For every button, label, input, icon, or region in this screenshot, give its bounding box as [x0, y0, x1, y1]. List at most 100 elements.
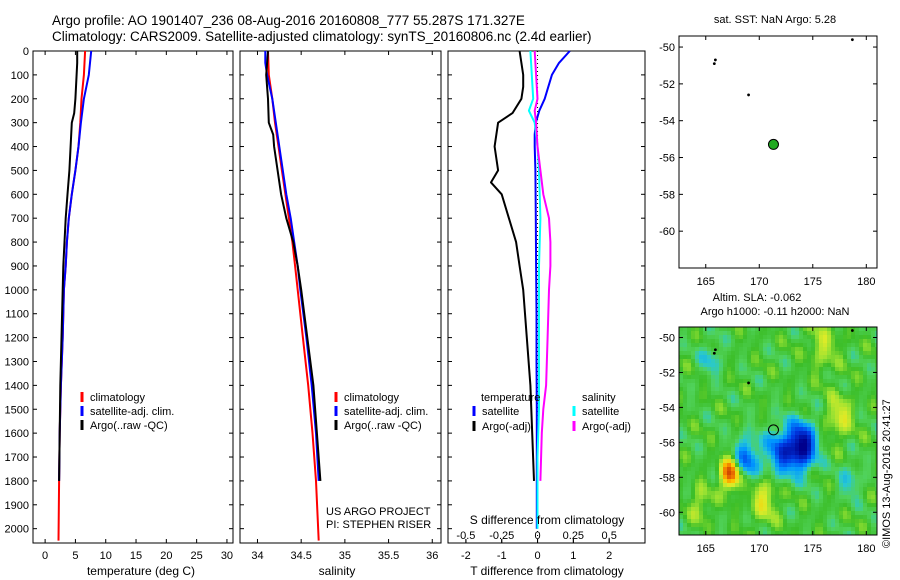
sla-heatmap-cell	[683, 399, 687, 403]
sla-heatmap-cell	[743, 459, 747, 463]
sla-heatmap-cell	[695, 375, 699, 379]
sla-heatmap-cell	[719, 495, 723, 499]
sla-heatmap-cell	[827, 347, 831, 351]
sla-heatmap-cell	[691, 403, 695, 407]
sla-heatmap-cell	[827, 531, 831, 535]
sla-heatmap-cell	[807, 347, 811, 351]
sla-heatmap-cell	[683, 515, 687, 519]
sla-heatmap-cell	[851, 455, 855, 459]
sla-heatmap-cell	[831, 391, 835, 395]
sla-heatmap-cell	[683, 523, 687, 527]
sla-heatmap-cell	[831, 483, 835, 487]
sla-heatmap-cell	[771, 531, 775, 535]
sla-heatmap-cell	[847, 415, 851, 419]
sla-heatmap-cell	[867, 399, 871, 403]
sla-heatmap-cell	[823, 515, 827, 519]
sla-heatmap-cell	[855, 407, 859, 411]
sla-heatmap-cell	[827, 431, 831, 435]
sla-heatmap-cell	[747, 483, 751, 487]
sla-heatmap-cell	[823, 331, 827, 335]
sla-heatmap-cell	[747, 487, 751, 491]
sla-heatmap-cell	[775, 415, 779, 419]
sla-heatmap-cell	[835, 415, 839, 419]
sla-heatmap-cell	[839, 339, 843, 343]
sla-heatmap-cell	[743, 463, 747, 467]
sla-heatmap-cell	[687, 403, 691, 407]
sla-heatmap-cell	[875, 359, 877, 363]
sst-map-lon-label: 180	[857, 276, 875, 288]
sla-heatmap-cell	[799, 355, 803, 359]
sla-heatmap-cell	[815, 403, 819, 407]
sla-heatmap-cell	[759, 347, 763, 351]
sla-heatmap-cell	[719, 395, 723, 399]
sla-heatmap-cell	[839, 495, 843, 499]
sla-heatmap-cell	[867, 375, 871, 379]
sla-heatmap-cell	[791, 447, 795, 451]
sla-heatmap-cell	[683, 351, 687, 355]
sla-heatmap-cell	[743, 355, 747, 359]
sla-heatmap-cell	[799, 371, 803, 375]
sla-heatmap-cell	[687, 467, 691, 471]
sla-heatmap-cell	[711, 527, 715, 531]
sla-heatmap-cell	[679, 419, 683, 423]
sla-heatmap-cell	[683, 435, 687, 439]
sla-heatmap-cell	[803, 327, 807, 331]
sla-heatmap-cell	[787, 367, 791, 371]
sla-heatmap-cell	[711, 511, 715, 515]
sla-heatmap-cell	[839, 479, 843, 483]
pi-label: PI: STEPHEN RISER	[326, 519, 431, 531]
sla-heatmap-cell	[707, 343, 711, 347]
sla-heatmap-cell	[851, 463, 855, 467]
sla-heatmap-cell	[715, 379, 719, 383]
sla-heatmap-cell	[859, 495, 863, 499]
sla-heatmap-cell	[691, 343, 695, 347]
sla-heatmap-cell	[771, 427, 775, 431]
sla-heatmap-cell	[795, 419, 799, 423]
sla-heatmap-cell	[707, 479, 711, 483]
sla-heatmap-cell	[751, 519, 755, 523]
sla-heatmap-cell	[755, 347, 759, 351]
sla-heatmap-cell	[859, 363, 863, 367]
sla-heatmap-cell	[763, 499, 767, 503]
sla-heatmap-cell	[679, 403, 683, 407]
sla-heatmap-cell	[807, 395, 811, 399]
sla-heatmap-cell	[767, 523, 771, 527]
sla-heatmap-cell	[679, 523, 683, 527]
sla-heatmap-cell	[699, 527, 703, 531]
sla-heatmap-cell	[719, 391, 723, 395]
sla-heatmap-cell	[847, 503, 851, 507]
sla-heatmap-cell	[715, 375, 719, 379]
sla-heatmap-cell	[823, 471, 827, 475]
sla-heatmap-cell	[807, 359, 811, 363]
sla-heatmap-cell	[795, 503, 799, 507]
sla-heatmap-cell	[807, 403, 811, 407]
sla-heatmap-cell	[727, 395, 731, 399]
sla-heatmap-cell	[703, 395, 707, 399]
sla-heatmap-cell	[799, 495, 803, 499]
sla-heatmap-cell	[743, 363, 747, 367]
sla-heatmap-cell	[715, 415, 719, 419]
sla-heatmap-cell	[799, 483, 803, 487]
sla-heatmap-cell	[699, 515, 703, 519]
sla-heatmap-cell	[719, 499, 723, 503]
sla-heatmap-cell	[791, 523, 795, 527]
sla-heatmap-cell	[715, 475, 719, 479]
sla-heatmap-cell	[775, 355, 779, 359]
sla-heatmap-cell	[835, 331, 839, 335]
sla-heatmap-cell	[751, 399, 755, 403]
sla-heatmap-cell	[851, 515, 855, 519]
sla-heatmap-cell	[859, 435, 863, 439]
sla-heatmap-cell	[847, 331, 851, 335]
sla-heatmap-cell	[679, 491, 683, 495]
sla-heatmap-cell	[835, 531, 839, 535]
sla-heatmap-cell	[735, 391, 739, 395]
sla-heatmap-cell	[783, 407, 787, 411]
sla-heatmap-cell	[687, 343, 691, 347]
sla-heatmap-cell	[695, 491, 699, 495]
sla-heatmap-cell	[763, 355, 767, 359]
sla-heatmap-cell	[699, 507, 703, 511]
sla-heatmap-cell	[875, 415, 877, 419]
sla-heatmap-cell	[755, 471, 759, 475]
sla-heatmap-cell	[787, 475, 791, 479]
